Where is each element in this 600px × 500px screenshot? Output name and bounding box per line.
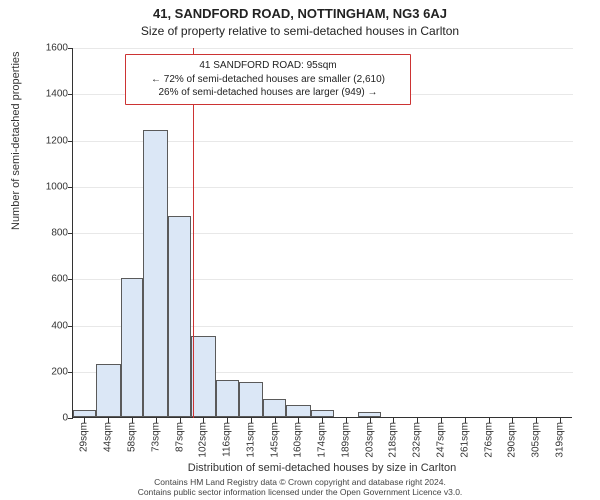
histogram-bar xyxy=(311,410,334,417)
histogram-bar xyxy=(286,405,311,417)
x-tick-label: 87sqm xyxy=(174,422,185,452)
y-axis-label: Number of semi-detached properties xyxy=(10,51,22,230)
x-tick-label: 29sqm xyxy=(79,422,90,452)
histogram-bar xyxy=(143,130,168,417)
x-tick-label: 218sqm xyxy=(388,422,399,458)
x-tick-label: 58sqm xyxy=(127,422,138,452)
x-tick-label: 232sqm xyxy=(412,422,423,458)
x-tick-label: 305sqm xyxy=(531,422,542,458)
y-tick-mark xyxy=(68,187,73,188)
footer-line-1: Contains HM Land Registry data © Crown c… xyxy=(0,477,600,488)
callout-box: 41 SANDFORD ROAD: 95sqm← 72% of semi-det… xyxy=(125,54,411,105)
y-tick-label: 1400 xyxy=(28,89,68,100)
x-tick-label: 247sqm xyxy=(436,422,447,458)
x-tick-label: 319sqm xyxy=(554,422,565,458)
histogram-bar xyxy=(358,412,381,417)
histogram-bar xyxy=(239,382,264,417)
x-tick-label: 44sqm xyxy=(103,422,114,452)
y-tick-mark xyxy=(68,372,73,373)
callout-line: 26% of semi-detached houses are larger (… xyxy=(134,86,402,100)
y-tick-label: 800 xyxy=(28,228,68,239)
plot-area: 0200400600800100012001400160029sqm44sqm5… xyxy=(72,48,572,418)
y-tick-mark xyxy=(68,141,73,142)
x-tick-label: 145sqm xyxy=(269,422,280,458)
y-tick-mark xyxy=(68,279,73,280)
y-tick-label: 200 xyxy=(28,366,68,377)
x-tick-label: 203sqm xyxy=(364,422,375,458)
y-tick-mark xyxy=(68,94,73,95)
x-tick-label: 276sqm xyxy=(483,422,494,458)
y-tick-mark xyxy=(68,326,73,327)
x-tick-label: 174sqm xyxy=(317,422,328,458)
y-tick-mark xyxy=(68,48,73,49)
x-axis-label: Distribution of semi-detached houses by … xyxy=(72,462,572,474)
y-tick-label: 400 xyxy=(28,320,68,331)
x-tick-label: 189sqm xyxy=(340,422,351,458)
histogram-bar xyxy=(263,399,286,418)
x-tick-label: 160sqm xyxy=(293,422,304,458)
y-tick-mark xyxy=(68,418,73,419)
x-tick-label: 73sqm xyxy=(150,422,161,452)
histogram-bar xyxy=(168,216,191,417)
x-tick-label: 290sqm xyxy=(507,422,518,458)
y-tick-label: 0 xyxy=(28,413,68,424)
y-tick-mark xyxy=(68,233,73,234)
chart-title-desc: Size of property relative to semi-detach… xyxy=(0,24,600,38)
x-tick-label: 102sqm xyxy=(198,422,209,458)
y-tick-label: 600 xyxy=(28,274,68,285)
histogram-bar xyxy=(121,278,144,417)
y-tick-label: 1200 xyxy=(28,135,68,146)
histogram-bar xyxy=(216,380,239,417)
histogram-bar xyxy=(191,336,216,417)
callout-line: 41 SANDFORD ROAD: 95sqm xyxy=(134,59,402,73)
x-tick-label: 116sqm xyxy=(222,422,233,457)
attribution-footer: Contains HM Land Registry data © Crown c… xyxy=(0,477,600,498)
footer-line-2: Contains public sector information licen… xyxy=(0,487,600,498)
histogram-bar xyxy=(96,364,121,417)
x-tick-label: 131sqm xyxy=(245,422,256,458)
gridline-h xyxy=(73,48,573,49)
chart-title-address: 41, SANDFORD ROAD, NOTTINGHAM, NG3 6AJ xyxy=(0,6,600,21)
callout-line: ← 72% of semi-detached houses are smalle… xyxy=(134,73,402,87)
x-tick-label: 261sqm xyxy=(459,422,470,458)
histogram-bar xyxy=(73,410,96,417)
y-tick-label: 1600 xyxy=(28,43,68,54)
y-tick-label: 1000 xyxy=(28,181,68,192)
chart-container: 41, SANDFORD ROAD, NOTTINGHAM, NG3 6AJ S… xyxy=(0,0,600,500)
